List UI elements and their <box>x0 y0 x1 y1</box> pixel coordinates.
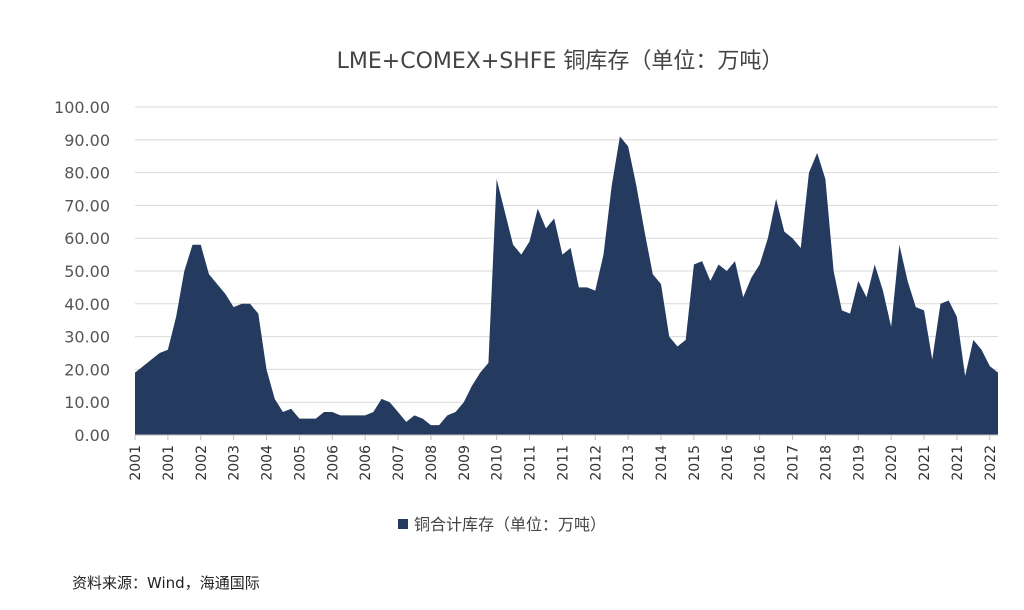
x-tick-label: 2022 <box>983 445 999 481</box>
x-tick-label: 2011 <box>555 445 571 481</box>
x-tick-label: 2006 <box>358 445 374 481</box>
x-tick-label: 2001 <box>128 445 144 481</box>
x-tick-label: 2002 <box>194 445 210 481</box>
x-tick-label: 2003 <box>227 445 243 481</box>
y-tick-label: 100.00 <box>54 98 110 117</box>
x-tick-label: 2011 <box>523 445 539 481</box>
x-tick-label: 2021 <box>917 445 933 481</box>
x-tick-label: 2009 <box>457 445 473 481</box>
y-tick-label: 0.00 <box>74 426 110 445</box>
area <box>135 136 998 435</box>
x-tick-label: 2004 <box>260 445 276 481</box>
x-tick-label: 2015 <box>687 445 703 481</box>
chart-title: LME+COMEX+SHFE 铜库存（单位：万吨） <box>337 49 784 74</box>
x-tick-label: 2005 <box>292 445 308 481</box>
y-tick-label: 10.00 <box>64 393 110 412</box>
x-tick-label: 2007 <box>391 445 407 481</box>
x-tick-label: 2021 <box>950 445 966 481</box>
x-tick-label: 2008 <box>424 445 440 481</box>
x-tick-label: 2016 <box>720 445 736 481</box>
x-tick-label: 2020 <box>884 445 900 481</box>
y-tick-label: 60.00 <box>64 229 110 248</box>
x-tick-label: 2017 <box>786 445 802 481</box>
x-tick-label: 2019 <box>851 445 867 481</box>
y-tick-label: 20.00 <box>64 360 110 379</box>
x-tick-label: 2016 <box>753 445 769 481</box>
x-tick-label: 2018 <box>818 445 834 481</box>
y-tick-label: 40.00 <box>64 295 110 314</box>
y-tick-label: 50.00 <box>64 262 110 281</box>
legend-swatch <box>398 519 408 529</box>
x-tick-label: 2013 <box>621 445 637 481</box>
y-tick-label: 30.00 <box>64 328 110 347</box>
x-tick-label: 2006 <box>325 445 341 481</box>
x-tick-label: 2012 <box>588 445 604 481</box>
y-tick-label: 70.00 <box>64 196 110 215</box>
x-tick-label: 2001 <box>161 445 177 481</box>
x-tick-label: 2014 <box>654 445 670 481</box>
y-tick-label: 80.00 <box>64 164 110 183</box>
y-tick-label: 90.00 <box>64 131 110 150</box>
x-tick-label: 2010 <box>490 445 506 481</box>
legend-label: 铜合计库存（单位：万吨） <box>414 515 606 534</box>
source-note: 资料来源：Wind，海通国际 <box>72 574 260 592</box>
